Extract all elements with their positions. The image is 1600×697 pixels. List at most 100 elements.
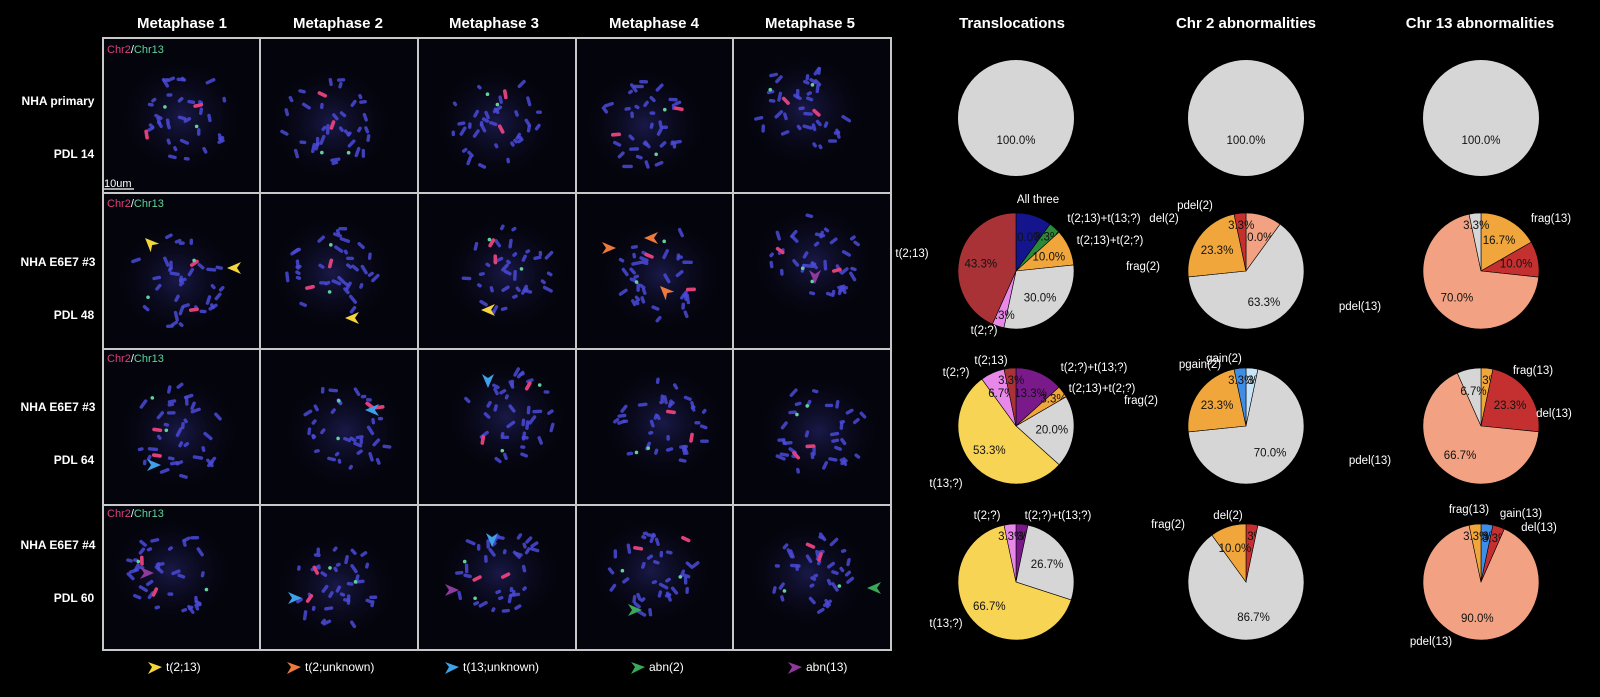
svg-text:Chr2/Chr13: Chr2/Chr13 (107, 508, 164, 520)
pie-percent-label: 10.0% (1011, 232, 1044, 244)
metaphase-headers: Metaphase 1 Metaphase 2 Metaphase 3 Meta… (137, 15, 855, 32)
chromosome (335, 229, 341, 235)
pie-category-label: frag(2) (1124, 395, 1158, 407)
chromosome (659, 550, 664, 558)
chromosome (649, 122, 654, 129)
chromosome (658, 582, 669, 590)
chromosome (642, 531, 648, 536)
pie-percent-label: 30.0% (1024, 293, 1057, 305)
chromosome (498, 95, 503, 104)
chr13-signal (795, 412, 799, 417)
chromosome (295, 270, 301, 276)
chromosome (359, 283, 364, 289)
chromosome (795, 88, 800, 99)
chr13-signal (634, 450, 639, 455)
pie-category-label: frag(2) (1151, 519, 1185, 531)
chromosome (849, 235, 856, 241)
chromosome (501, 263, 509, 272)
chromosome (357, 126, 362, 133)
chromosome (769, 252, 774, 258)
chromosome (498, 595, 504, 601)
chr2-signal (792, 451, 801, 460)
chr13-signal (346, 150, 351, 155)
chr13-signal (495, 102, 500, 107)
chromosome (646, 554, 654, 560)
chr2-signal (327, 258, 334, 269)
pie-category-label: t(2;13) (974, 355, 1007, 367)
chromosome (769, 260, 774, 269)
chromosome (313, 404, 319, 412)
chromosome (368, 451, 374, 462)
chromosome (813, 573, 819, 578)
chromosome (526, 96, 532, 107)
chromosome (780, 421, 788, 430)
legend-label: t(2;unknown) (305, 660, 374, 674)
pie-percent-label: 70.0% (1254, 448, 1287, 460)
spread-glow (433, 515, 567, 632)
chromosome (494, 535, 505, 540)
chromosome (311, 434, 316, 440)
chromosome (782, 543, 789, 550)
chromosome (825, 602, 831, 609)
pie-category-label: frag(13) (1531, 213, 1571, 225)
metaphase-panel (733, 505, 891, 650)
chromosome (774, 110, 784, 119)
pie-slice (1003, 523, 1017, 583)
chromosome (683, 446, 689, 455)
chromosome (501, 285, 510, 293)
chromosome (353, 441, 363, 448)
chromosome (348, 464, 353, 470)
chromosome (472, 129, 480, 138)
chromosome (328, 388, 339, 393)
chromosome (506, 420, 516, 429)
chr13-signal (163, 105, 167, 109)
chromosome (682, 260, 693, 265)
chromosome (624, 106, 631, 111)
chromosome (491, 607, 496, 613)
chromosome (197, 128, 201, 136)
chromosome (640, 260, 649, 266)
pie-chart: 16.7% frag(13) 10.0% 70.0% pdel(13) 3.3% (1339, 212, 1571, 330)
panel-arrowhead-icon (288, 592, 302, 604)
chromosome (678, 458, 687, 463)
chr13-signal (336, 398, 341, 403)
chromosome (818, 144, 823, 150)
chromosome (451, 130, 455, 137)
legend-item-t2-unknown: t(2;unknown) (287, 660, 374, 674)
chromosome (473, 241, 479, 251)
chromosome (648, 607, 653, 617)
chromosome (780, 130, 790, 136)
chromosome (314, 449, 320, 454)
spread-glow (741, 515, 875, 632)
pie-category-label: t(2;?) (974, 510, 1001, 522)
chromosome (349, 436, 357, 443)
chromosome (356, 449, 363, 455)
chr2-signal (805, 542, 816, 549)
chromosome (222, 96, 227, 103)
chromosome (631, 299, 637, 307)
chromosome (603, 101, 614, 108)
chromosome (201, 446, 206, 453)
chromosome (173, 146, 178, 152)
panel-arrowhead-icon (140, 567, 154, 579)
chromosome (372, 438, 381, 447)
chromosome (206, 267, 217, 272)
chromosome (840, 437, 847, 446)
chromosome (293, 148, 300, 159)
chromosome (486, 400, 492, 408)
chromosome (834, 445, 842, 451)
pie-category-label: t(2;13) (895, 248, 928, 260)
chromosome (464, 396, 471, 404)
chromosome (644, 160, 650, 169)
chromosome (628, 134, 635, 141)
chromosome (189, 238, 194, 246)
chromosome (199, 309, 207, 314)
chromosome (299, 301, 307, 308)
pie-category-label: t(2;?) (971, 325, 998, 337)
pie-category-label: pdel(2) (1177, 200, 1213, 212)
chromosome (319, 134, 326, 145)
chromosome (207, 113, 212, 123)
chromosome (790, 234, 799, 243)
chr2-signal (497, 124, 505, 134)
chromosome (484, 554, 488, 563)
